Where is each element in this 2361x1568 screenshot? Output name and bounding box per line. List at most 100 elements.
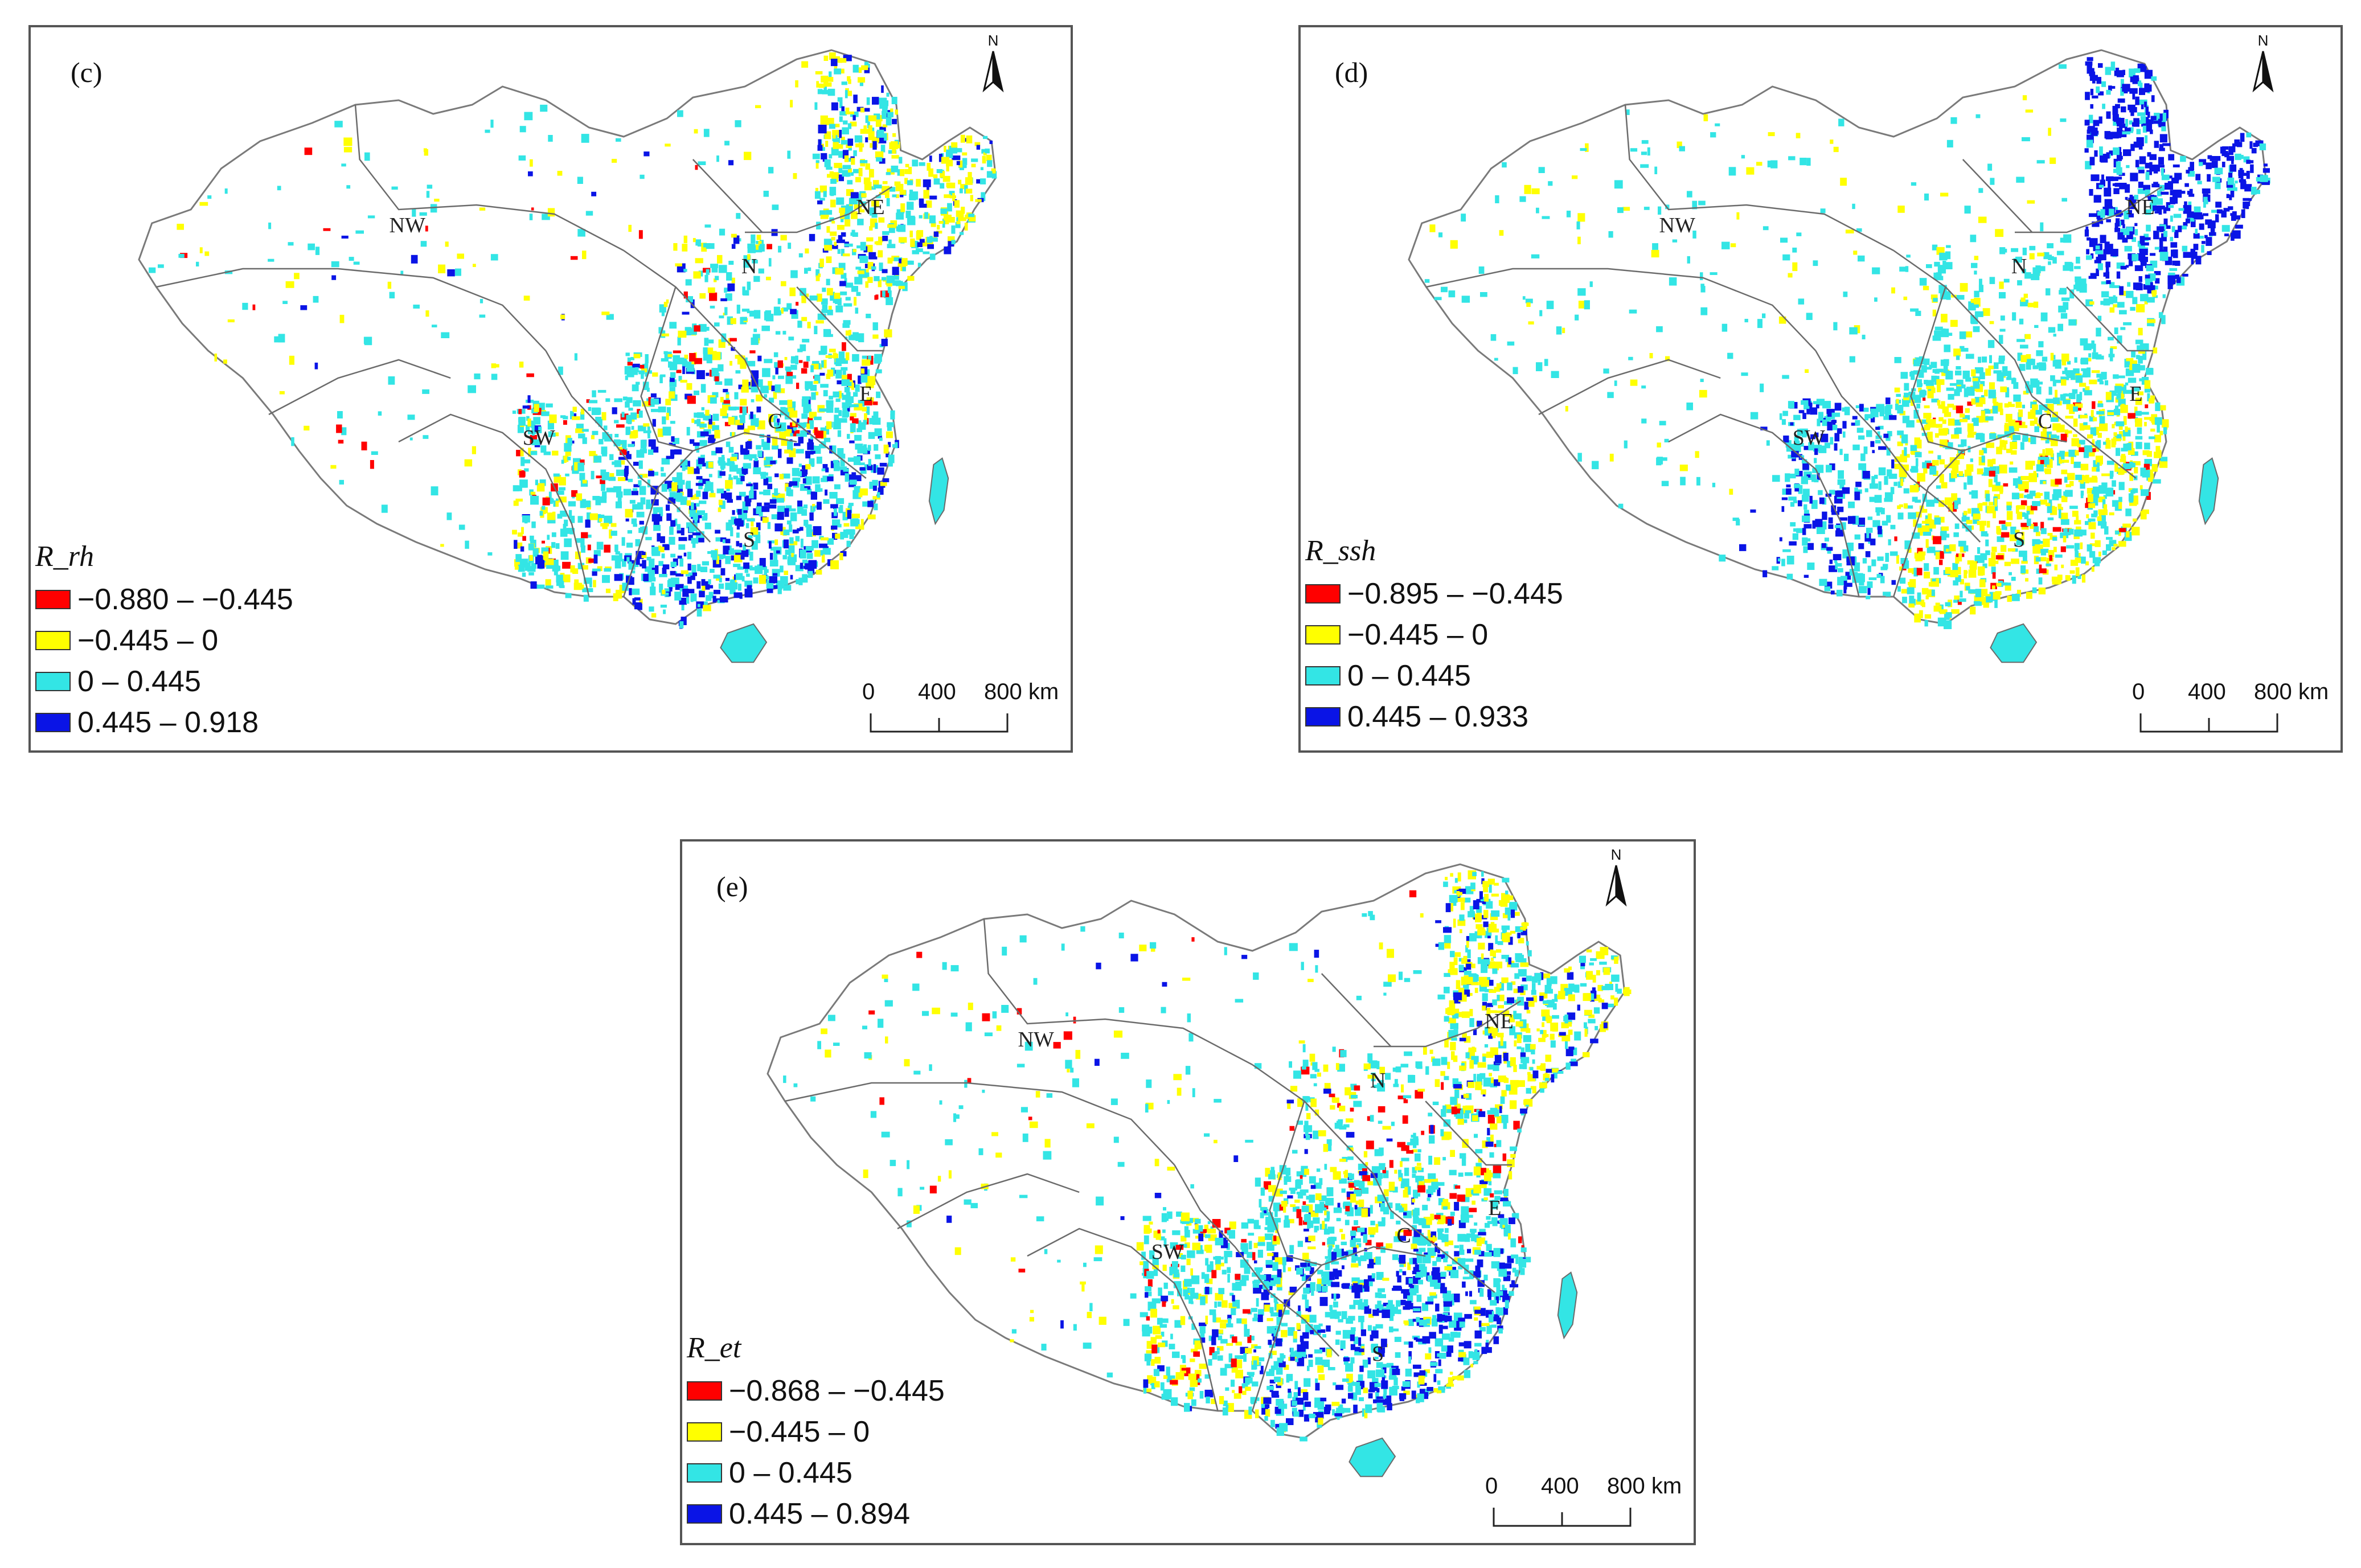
correlation-cell xyxy=(2163,218,2168,227)
correlation-cell xyxy=(2115,397,2118,403)
correlation-cell xyxy=(1944,533,1950,538)
correlation-cell xyxy=(1903,296,1908,301)
correlation-cell xyxy=(2227,177,2235,185)
correlation-cell xyxy=(896,209,903,214)
correlation-cell xyxy=(1630,148,1638,152)
correlation-cell xyxy=(696,476,703,480)
correlation-cell xyxy=(646,503,652,510)
correlation-cell xyxy=(788,243,792,249)
correlation-cell xyxy=(605,398,610,402)
correlation-cell xyxy=(479,299,483,303)
correlation-cell xyxy=(2123,444,2129,449)
correlation-cell xyxy=(640,474,648,478)
region-label-e: E xyxy=(2129,382,2142,406)
correlation-cell xyxy=(2111,86,2116,89)
correlation-cell xyxy=(1965,377,1971,382)
correlation-cell xyxy=(787,400,793,408)
correlation-cell xyxy=(789,537,794,544)
correlation-cell xyxy=(2006,413,2012,422)
correlation-cell xyxy=(776,418,780,427)
correlation-cell xyxy=(1967,434,1974,438)
correlation-cell xyxy=(2092,221,2100,227)
correlation-cell xyxy=(2133,461,2141,466)
correlation-cell xyxy=(1962,415,1970,420)
correlation-cell xyxy=(542,497,550,506)
correlation-cell xyxy=(1862,334,1866,339)
correlation-cell xyxy=(686,500,691,506)
correlation-cell xyxy=(2068,430,2072,434)
correlation-cell xyxy=(2135,436,2143,440)
correlation-cell xyxy=(1877,556,1884,561)
scale-bar-d: 0 400 800 km xyxy=(2132,679,2343,748)
correlation-cell xyxy=(629,431,637,439)
correlation-cell xyxy=(1858,586,1867,593)
correlation-cell xyxy=(1970,235,1977,243)
correlation-cell xyxy=(637,502,643,510)
correlation-cell xyxy=(2035,544,2043,549)
correlation-cell xyxy=(1929,419,1936,428)
correlation-cell xyxy=(1796,232,1802,236)
correlation-cell xyxy=(843,120,848,125)
correlation-cell xyxy=(581,545,585,553)
correlation-cell xyxy=(1614,380,1617,386)
correlation-cell xyxy=(2079,383,2087,387)
correlation-cell xyxy=(2112,500,2120,507)
correlation-cell xyxy=(677,524,681,530)
correlation-cell xyxy=(1968,508,1971,514)
correlation-cell xyxy=(1933,298,1938,302)
correlation-cell xyxy=(2122,430,2131,437)
correlation-cell xyxy=(1830,139,1834,144)
correlation-cell xyxy=(2153,118,2161,124)
correlation-cell xyxy=(2031,273,2040,281)
correlation-cell xyxy=(2077,574,2081,579)
correlation-cell xyxy=(875,294,879,299)
correlation-cell xyxy=(2191,251,2198,259)
correlation-cell xyxy=(839,111,847,116)
correlation-cell xyxy=(580,412,585,420)
correlation-cell xyxy=(2087,494,2093,503)
correlation-cell xyxy=(2046,503,2051,506)
correlation-cell xyxy=(2102,207,2109,216)
correlation-cell xyxy=(1934,330,1943,337)
correlation-cell xyxy=(601,412,606,421)
correlation-cell xyxy=(2045,436,2050,444)
correlation-cell xyxy=(640,174,645,179)
correlation-cell xyxy=(2171,177,2179,184)
correlation-cell xyxy=(802,396,810,400)
correlation-cell xyxy=(803,405,809,414)
correlation-cell xyxy=(844,243,853,247)
correlation-cell xyxy=(1826,465,1832,473)
correlation-cell xyxy=(845,352,850,360)
correlation-cell xyxy=(2146,368,2154,375)
correlation-cell xyxy=(2117,302,2125,308)
correlation-cell xyxy=(1692,231,1696,239)
correlation-cell xyxy=(753,244,759,250)
correlation-cell xyxy=(2250,164,2254,173)
correlation-cell xyxy=(892,444,896,448)
correlation-cell xyxy=(694,420,698,424)
correlation-cell xyxy=(666,299,669,303)
correlation-cell xyxy=(1893,482,1898,486)
correlation-cell xyxy=(2168,261,2171,265)
correlation-cell xyxy=(578,433,585,438)
correlation-cell xyxy=(1856,228,1862,232)
correlation-cell xyxy=(2096,268,2099,276)
correlation-cell xyxy=(1924,405,1930,409)
correlation-cell xyxy=(2001,372,2009,376)
correlation-cell xyxy=(1999,329,2006,332)
correlation-cell xyxy=(768,504,777,509)
correlation-cell xyxy=(682,358,687,363)
correlation-cell xyxy=(2094,561,2100,567)
correlation-cell xyxy=(900,260,907,266)
correlation-cell xyxy=(650,399,659,405)
correlation-cell xyxy=(1978,188,1983,193)
correlation-cell xyxy=(1991,560,1994,566)
correlation-cell xyxy=(2085,161,2092,170)
correlation-cell xyxy=(1974,256,1979,260)
correlation-cell xyxy=(763,441,770,450)
correlation-cell xyxy=(1824,442,1830,449)
correlation-cell xyxy=(2093,510,2098,516)
correlation-cell xyxy=(1478,266,1485,274)
north-arrow-icon: N xyxy=(976,32,1010,95)
